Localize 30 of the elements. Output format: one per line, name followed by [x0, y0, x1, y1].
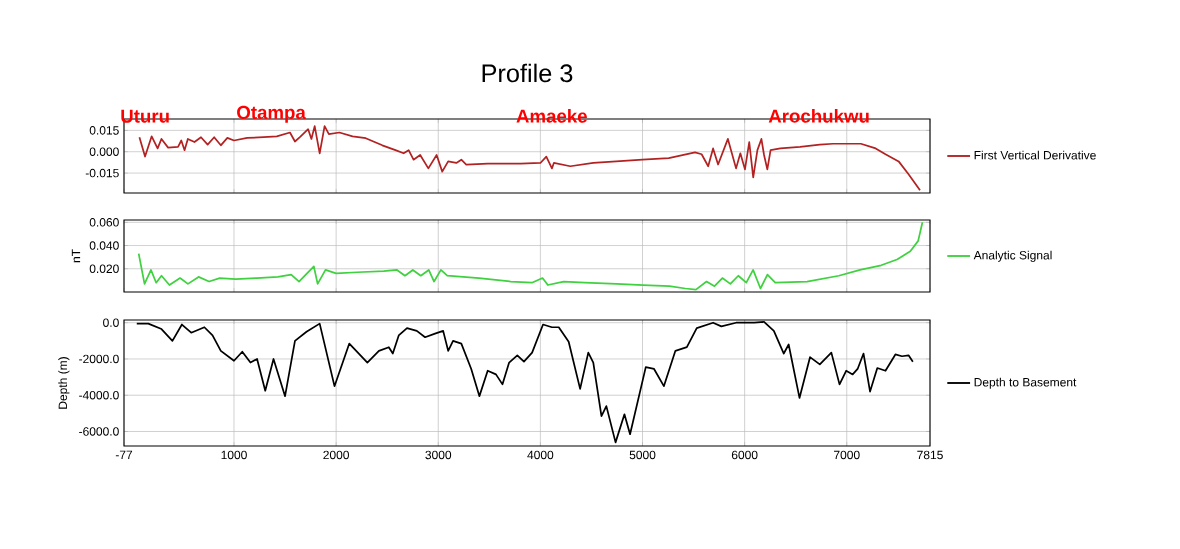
x-tick-label: 3000	[425, 450, 452, 460]
y-tick-label: -4000.0	[79, 390, 119, 400]
x-tick-label: 5000	[629, 450, 656, 460]
x-tick-label: -77	[115, 450, 133, 459]
chart-title: Profile 3	[482, 63, 573, 83]
y-axis-title: Depth (m)	[58, 357, 70, 409]
annotation: Amaeke	[516, 109, 587, 123]
annotation: Otampa	[237, 105, 306, 123]
y-tick-label: -6000.0	[79, 427, 119, 436]
y-tick-label: -2000.0	[79, 354, 119, 364]
x-tick-label: 7815	[917, 450, 943, 460]
legend-label: Depth to Basement	[974, 377, 1077, 389]
x-tick-label: 1000	[221, 450, 247, 460]
annotation: Arochukwu	[768, 109, 869, 123]
y-tick-label: 0.060	[89, 218, 119, 227]
annotation: Uturu	[121, 109, 169, 123]
x-tick-label: 4000	[527, 450, 554, 460]
x-tick-label: 6000	[731, 450, 758, 460]
x-tick-label: 7000	[834, 450, 860, 460]
line-series	[137, 221, 924, 291]
legend-label: Analytic Signal	[973, 250, 1052, 262]
y-tick-label: 0.0	[103, 318, 119, 327]
y-tick-label: 0.015	[89, 126, 119, 135]
x-tick-label: 2000	[323, 450, 349, 460]
y-axis-title: nT	[71, 249, 81, 263]
y-tick-label: -0.015	[85, 168, 119, 178]
y-tick-label: 0.040	[89, 241, 119, 250]
y-tick-label: 0.020	[89, 264, 119, 274]
y-tick-label: 0.000	[89, 147, 119, 156]
legend-label: First Vertical Derivative	[974, 150, 1096, 160]
